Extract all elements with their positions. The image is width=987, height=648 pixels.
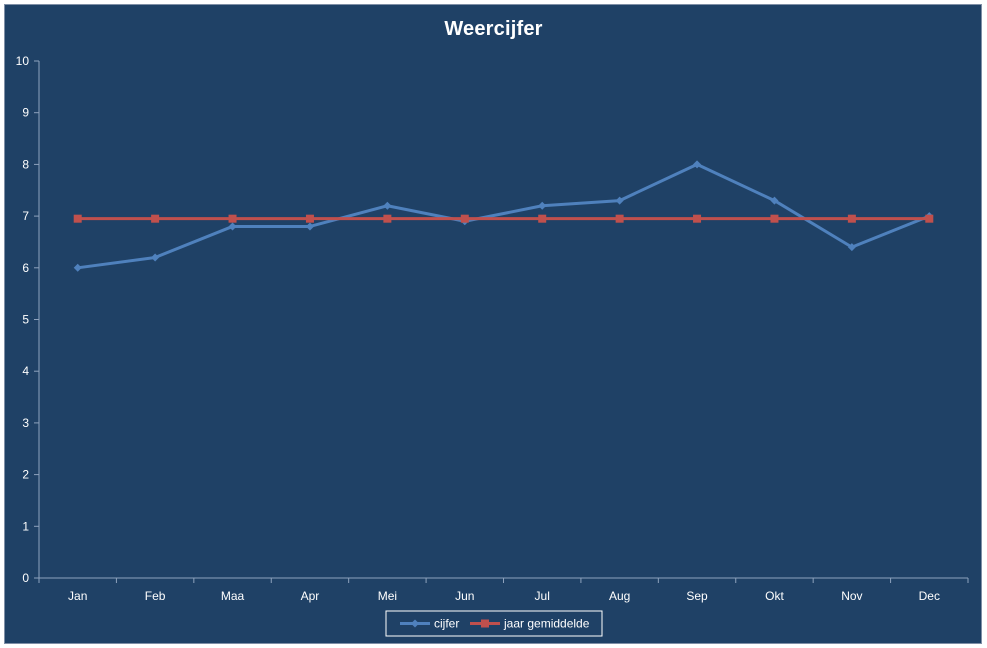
y-tick-label: 2 <box>22 468 29 482</box>
y-tick-label: 0 <box>22 571 29 585</box>
y-tick-label: 9 <box>22 106 29 120</box>
series-line-0 <box>77 162 930 270</box>
x-tick-label: Sep <box>686 589 708 603</box>
data-point-diamond <box>538 201 547 210</box>
y-tick-label: 3 <box>22 416 29 430</box>
data-point-square <box>73 214 82 223</box>
legend-marker-diamond <box>411 619 419 628</box>
data-point-square <box>538 214 547 223</box>
data-point-square <box>847 214 856 223</box>
legend-marker-square <box>481 619 489 628</box>
legend-label: jaar gemiddelde <box>503 617 590 631</box>
data-point-square <box>228 214 237 223</box>
x-tick-label: Aug <box>609 589 630 603</box>
legend-label: cijfer <box>434 617 459 631</box>
y-tick-label: 7 <box>22 209 29 223</box>
data-point-diamond <box>73 263 82 272</box>
x-tick-label: Mei <box>378 589 397 603</box>
data-point-square <box>460 214 469 223</box>
legend-box <box>385 610 603 637</box>
x-tick-label: Feb <box>145 589 166 603</box>
y-tick-label: 5 <box>22 313 29 327</box>
x-tick-label: Apr <box>301 589 320 603</box>
data-point-square <box>151 214 160 223</box>
y-tick-label: 6 <box>22 261 29 275</box>
x-tick-label: Maa <box>221 589 245 603</box>
x-tick-label: Okt <box>765 589 784 603</box>
data-point-square <box>770 214 779 223</box>
x-tick-label: Jul <box>535 589 550 603</box>
y-tick-label: 10 <box>16 54 30 68</box>
y-tick-label: 4 <box>22 364 29 378</box>
chart-title: Weercijfer <box>444 18 543 40</box>
x-tick-label: Dec <box>919 589 940 603</box>
data-point-square <box>615 214 624 223</box>
data-point-diamond <box>383 201 392 210</box>
x-tick-label: Jun <box>455 589 474 603</box>
data-point-diamond <box>847 243 856 252</box>
data-point-diamond <box>693 160 702 169</box>
data-point-diamond <box>770 196 779 205</box>
data-point-diamond <box>228 222 237 231</box>
data-point-diamond <box>151 253 160 262</box>
y-tick-label: 1 <box>22 519 29 533</box>
chart-area <box>4 4 982 644</box>
x-tick-label: Jan <box>68 589 87 603</box>
data-point-square <box>693 214 702 223</box>
y-tick-label: 8 <box>22 157 29 171</box>
data-point-diamond <box>615 196 624 205</box>
data-point-square <box>925 214 934 223</box>
x-tick-label: Nov <box>841 589 862 603</box>
data-point-square <box>305 214 314 223</box>
data-point-diamond <box>305 222 314 231</box>
data-point-square <box>383 214 392 223</box>
